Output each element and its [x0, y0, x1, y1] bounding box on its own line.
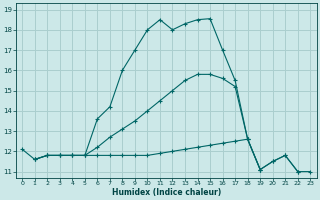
X-axis label: Humidex (Indice chaleur): Humidex (Indice chaleur) [112, 188, 221, 197]
